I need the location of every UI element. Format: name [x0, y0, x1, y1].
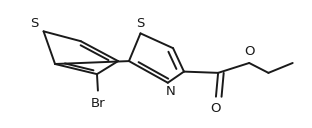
- Text: O: O: [211, 102, 221, 115]
- Text: S: S: [30, 17, 38, 30]
- Text: O: O: [244, 45, 254, 58]
- Text: S: S: [136, 17, 145, 30]
- Text: N: N: [166, 85, 176, 98]
- Text: Br: Br: [90, 97, 105, 110]
